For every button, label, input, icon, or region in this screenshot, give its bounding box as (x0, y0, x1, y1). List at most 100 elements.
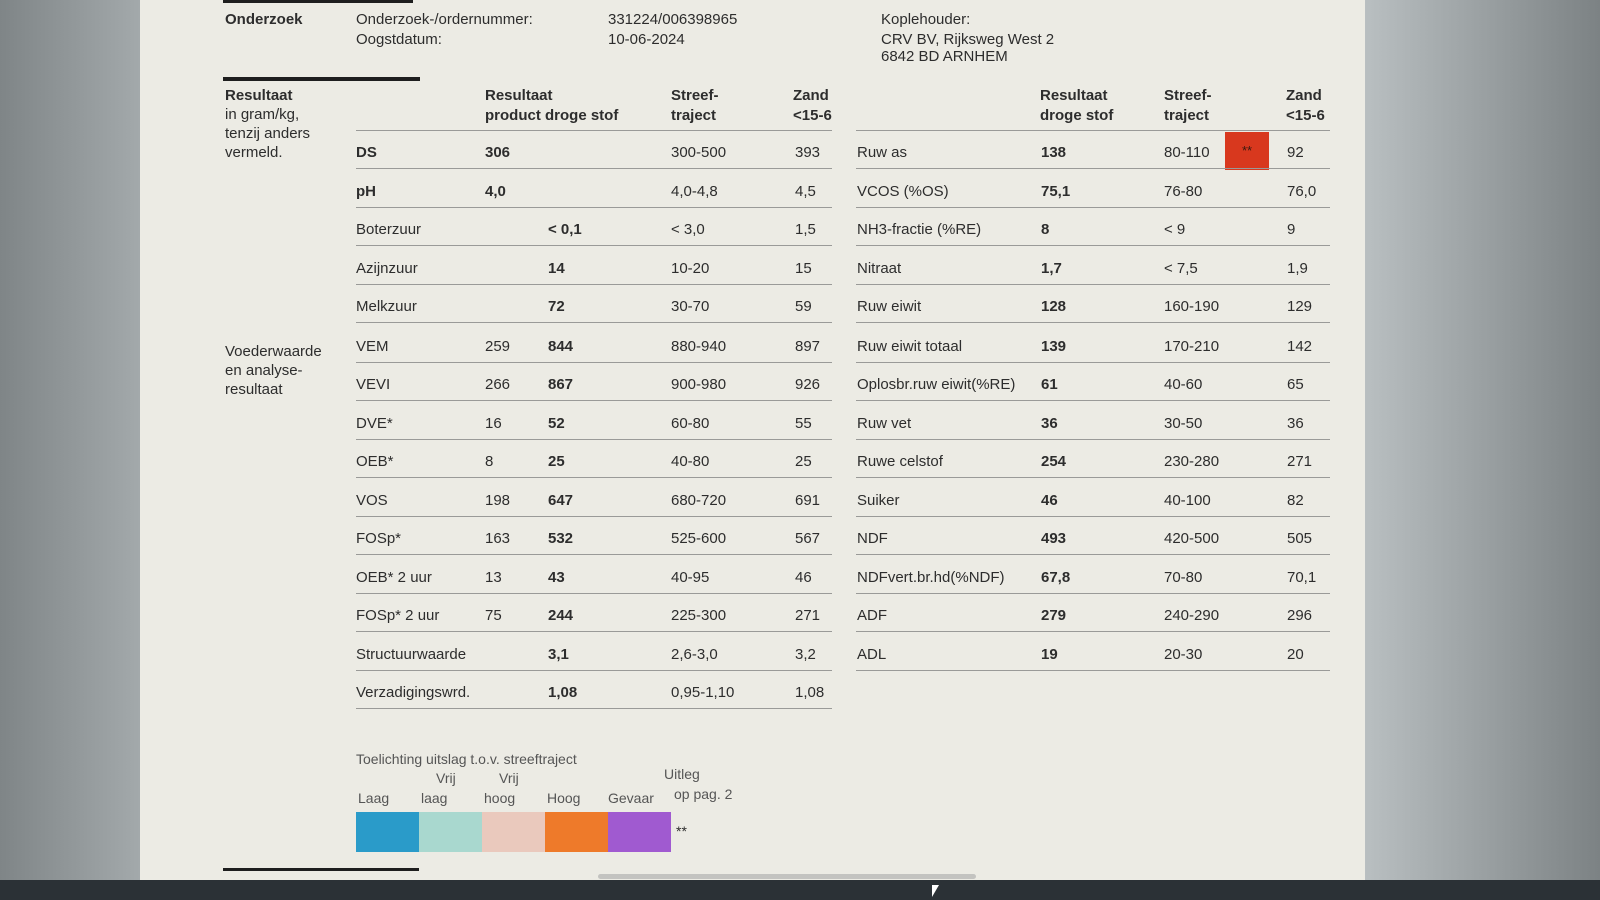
left-row-sand: 271 (795, 607, 821, 624)
left-row-name: Melkzuur (356, 298, 417, 315)
left-row-divider (356, 670, 832, 671)
feed-value-section-label: Voederwaarde en analyse- resultaat (225, 343, 322, 398)
right-row-range: < 9 (1164, 221, 1186, 238)
right-row-name: Suiker (857, 492, 900, 509)
left-row-name: FOSp* (356, 530, 402, 547)
left-row-range: 880-940 (671, 338, 727, 355)
left-row-range: 525-600 (671, 530, 727, 547)
left-row-dry-matter: 25 (548, 453, 565, 470)
right-row-sand: 70,1 (1287, 569, 1317, 586)
legend-color-swatch (545, 812, 608, 852)
left-row-sand: 567 (795, 530, 821, 547)
right-row-sand: 129 (1287, 298, 1313, 315)
right-row-range: 240-290 (1164, 607, 1220, 624)
left-row-product: 4,0 (485, 183, 506, 200)
right-row-name: NH3-fractie (%RE) (857, 221, 982, 238)
left-row-dry-matter: < 0,1 (548, 221, 582, 238)
right-row-dry-matter: 36 (1041, 415, 1058, 432)
monitor-bezel-left (0, 0, 140, 900)
legend-color-swatch (608, 812, 671, 852)
header-top-rule (223, 0, 413, 3)
right-row-divider (856, 593, 1330, 594)
left-row-divider (356, 554, 832, 555)
right-row-range: 230-280 (1164, 453, 1220, 470)
left-row-range: 0,95-1,10 (671, 684, 735, 701)
left-row-dry-matter: 244 (548, 607, 574, 624)
legend-color-swatch (482, 812, 545, 852)
left-row-divider (356, 593, 832, 594)
right-row-sand: 92 (1287, 144, 1304, 161)
left-row-dry-matter: 844 (548, 338, 574, 355)
right-row-range: 40-60 (1164, 376, 1203, 393)
horizontal-scrollbar[interactable] (598, 874, 976, 879)
left-row-range: 10-20 (671, 260, 710, 277)
left-row-product: 75 (485, 607, 502, 624)
left-row-sand: 926 (795, 376, 821, 393)
left-row-product: 13 (485, 569, 502, 586)
left-row-product: 8 (485, 453, 494, 470)
right-row-range: 170-210 (1164, 338, 1220, 355)
left-row-dry-matter: 72 (548, 298, 565, 315)
client-label: Koplehouder: (881, 11, 971, 28)
left-row-sand: 1,5 (795, 221, 816, 238)
left-row-sand: 1,08 (795, 684, 825, 701)
left-row-sand: 897 (795, 338, 821, 355)
left-row-range: 300-500 (671, 144, 727, 161)
right-row-range: 76-80 (1164, 183, 1203, 200)
client-address-line1: CRV BV, Rijksweg West 2 (881, 31, 1055, 48)
right-row-dry-matter: 1,7 (1041, 260, 1062, 277)
legend-note-mark: ** (676, 823, 687, 839)
left-row-dry-matter: 647 (548, 492, 574, 509)
right-row-dry-matter: 67,8 (1041, 569, 1071, 586)
legend-label: Gevaar (608, 790, 654, 806)
legend-color-swatch (419, 812, 482, 852)
left-row-name: Structuurwaarde (356, 646, 467, 663)
right-row-dry-matter: 46 (1041, 492, 1058, 509)
left-row-divider (356, 708, 832, 709)
right-row-dry-matter: 138 (1041, 144, 1067, 161)
right-row-range: 20-30 (1164, 646, 1203, 663)
left-range-header: Streef- traject (671, 87, 719, 124)
left-row-name: Verzadigingswrd. (356, 684, 471, 701)
right-row-divider (856, 168, 1330, 169)
left-row-range: < 3,0 (671, 221, 705, 238)
right-row-range: 40-100 (1164, 492, 1211, 509)
taskbar (0, 880, 1600, 900)
left-row-sand: 393 (795, 144, 821, 161)
right-row-divider (856, 439, 1330, 440)
left-row-divider (356, 245, 832, 246)
right-row-divider (856, 516, 1330, 517)
left-row-divider (356, 631, 832, 632)
result-section-rule (223, 77, 420, 81)
right-row-range: 420-500 (1164, 530, 1220, 547)
left-row-product: 198 (485, 492, 511, 509)
left-row-product: 163 (485, 530, 511, 547)
right-row-range: 70-80 (1164, 569, 1203, 586)
right-row-name: ADF (857, 607, 887, 624)
left-row-sand: 59 (795, 298, 812, 315)
right-row-name: Oplosbr.ruw eiwit(%RE) (857, 376, 1016, 393)
order-number-value: 331224/006398965 (608, 11, 738, 28)
right-row-range: 160-190 (1164, 298, 1220, 315)
left-row-range: 680-720 (671, 492, 727, 509)
left-row-name: VEVI (356, 376, 391, 393)
right-row-dry-matter: 254 (1041, 453, 1067, 470)
left-row-divider (356, 516, 832, 517)
right-row-dry-matter: 61 (1041, 376, 1058, 393)
left-row-product: 266 (485, 376, 511, 393)
right-row-dry-matter: 75,1 (1041, 183, 1071, 200)
left-header-rule (356, 130, 832, 131)
harvest-date-label: Oogstdatum: (356, 31, 442, 48)
right-row-sand: 505 (1287, 530, 1313, 547)
client-address-line2: 6842 BD ARNHEM (881, 48, 1008, 65)
right-result-header: Resultaat droge stof (1040, 87, 1114, 124)
left-row-name: pH (356, 183, 376, 200)
left-row-name: Boterzuur (356, 221, 422, 238)
legend-label-top: Vrij (436, 770, 456, 786)
right-row-sand: 9 (1287, 221, 1296, 238)
left-row-range: 900-980 (671, 376, 727, 393)
right-row-sand: 82 (1287, 492, 1304, 509)
right-row-divider (856, 284, 1330, 285)
legend-label: Laag (358, 790, 390, 806)
right-row-divider (856, 554, 1330, 555)
